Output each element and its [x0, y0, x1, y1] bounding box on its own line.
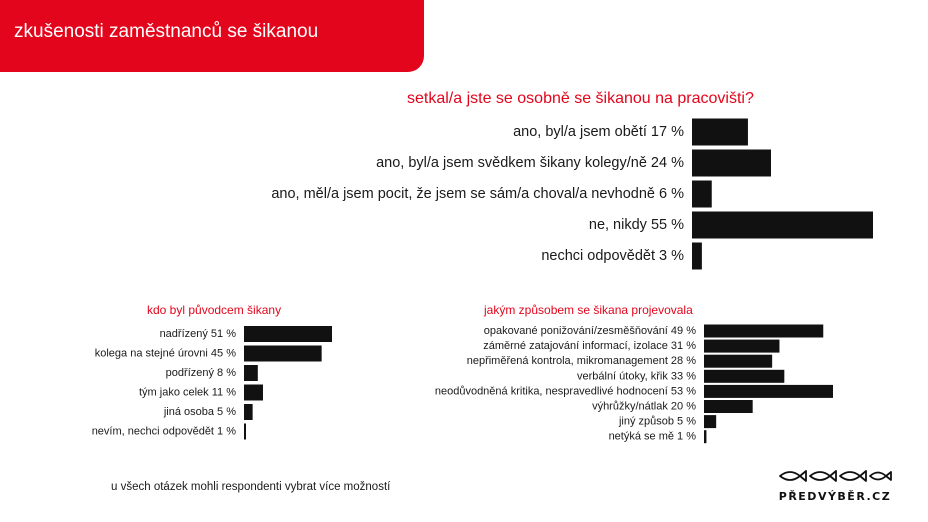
- bar-c1-1: [692, 118, 748, 146]
- bar-c3-5: [704, 384, 833, 398]
- bar-c1-3: [692, 180, 712, 208]
- page-title: zkušenosti zaměstnanců se šikanou: [14, 21, 319, 42]
- bar-label-c1-2: ano, byl/a jsem svědkem šikany kolegy/ně…: [376, 155, 684, 171]
- bar-label-c3-7: jiný způsob 5 %: [618, 416, 696, 428]
- bar-c3-3: [704, 354, 773, 368]
- bar-label-c2-6: nevím, nechci odpovědět 1 %: [92, 426, 237, 438]
- bar-c3-8: [704, 430, 707, 444]
- bar-c3-2: [704, 339, 780, 353]
- bar-c2-1: [244, 326, 332, 342]
- bar-label-c1-4: ne, nikdy 55 %: [589, 217, 684, 233]
- bar-label-c3-1: opakované ponižování/zesměšňování 49 %: [484, 325, 696, 337]
- bar-label-c2-5: jiná osoba 5 %: [163, 406, 236, 418]
- header-banner: zkušenosti zaměstnanců se šikanou: [0, 0, 424, 72]
- bar-c3-7: [704, 415, 717, 429]
- chart-title-q1: setkal/a jste se osobně se šikanou na pr…: [407, 90, 754, 107]
- logo: PŘEDVÝBĚR.CZ: [776, 466, 894, 506]
- bar-label-c3-5: neodůvodněná kritika, nespravedlivé hodn…: [435, 385, 696, 397]
- chart-title-q3: jakým způsobem se šikana projevovala: [484, 303, 693, 317]
- bar-label-c3-2: záměrné zatajování informací, izolace 31…: [483, 340, 696, 352]
- bar-c2-6: [244, 423, 246, 440]
- bar-c1-4: [692, 211, 873, 239]
- bar-label-c3-3: nepřiměřená kontrola, mikromanagement 28…: [467, 355, 697, 367]
- bar-c2-3: [244, 365, 258, 381]
- bar-c3-1: [704, 324, 824, 338]
- bar-label-c2-3: podřízený 8 %: [166, 367, 237, 379]
- bar-label-c3-6: výhrůžky/nátlak 20 %: [592, 401, 696, 413]
- bar-label-c1-5: nechci odpovědět 3 %: [541, 248, 684, 264]
- bar-label-c3-8: netýká se mě 1 %: [609, 431, 697, 443]
- bar-c2-2: [244, 345, 322, 362]
- footnote: u všech otázek mohli respondenti vybrat …: [111, 481, 391, 493]
- fish-icon: [779, 470, 892, 482]
- bar-label-c3-4: verbální útoky, křik 33 %: [577, 370, 696, 382]
- logo-text: PŘEDVÝBĚR.CZ: [778, 490, 892, 503]
- bar-label-c2-2: kolega na stejné úrovni 45 %: [95, 348, 236, 360]
- chart-title-q2: kdo byl původcem šikany: [147, 303, 282, 317]
- bar-c1-5: [692, 242, 702, 270]
- bar-label-c2-1: nadřízený 51 %: [160, 328, 237, 340]
- bar-c2-5: [244, 404, 253, 420]
- bar-c3-4: [704, 369, 785, 383]
- bar-c2-4: [244, 384, 263, 401]
- bar-c3-6: [704, 400, 753, 413]
- bar-c1-2: [692, 149, 771, 177]
- bar-label-c1-1: ano, byl/a jsem obětí 17 %: [513, 124, 684, 140]
- bar-label-c1-3: ano, měl/a jsem pocit, že jsem se sám/a …: [271, 186, 684, 202]
- bar-label-c2-4: tým jako celek 11 %: [139, 387, 236, 399]
